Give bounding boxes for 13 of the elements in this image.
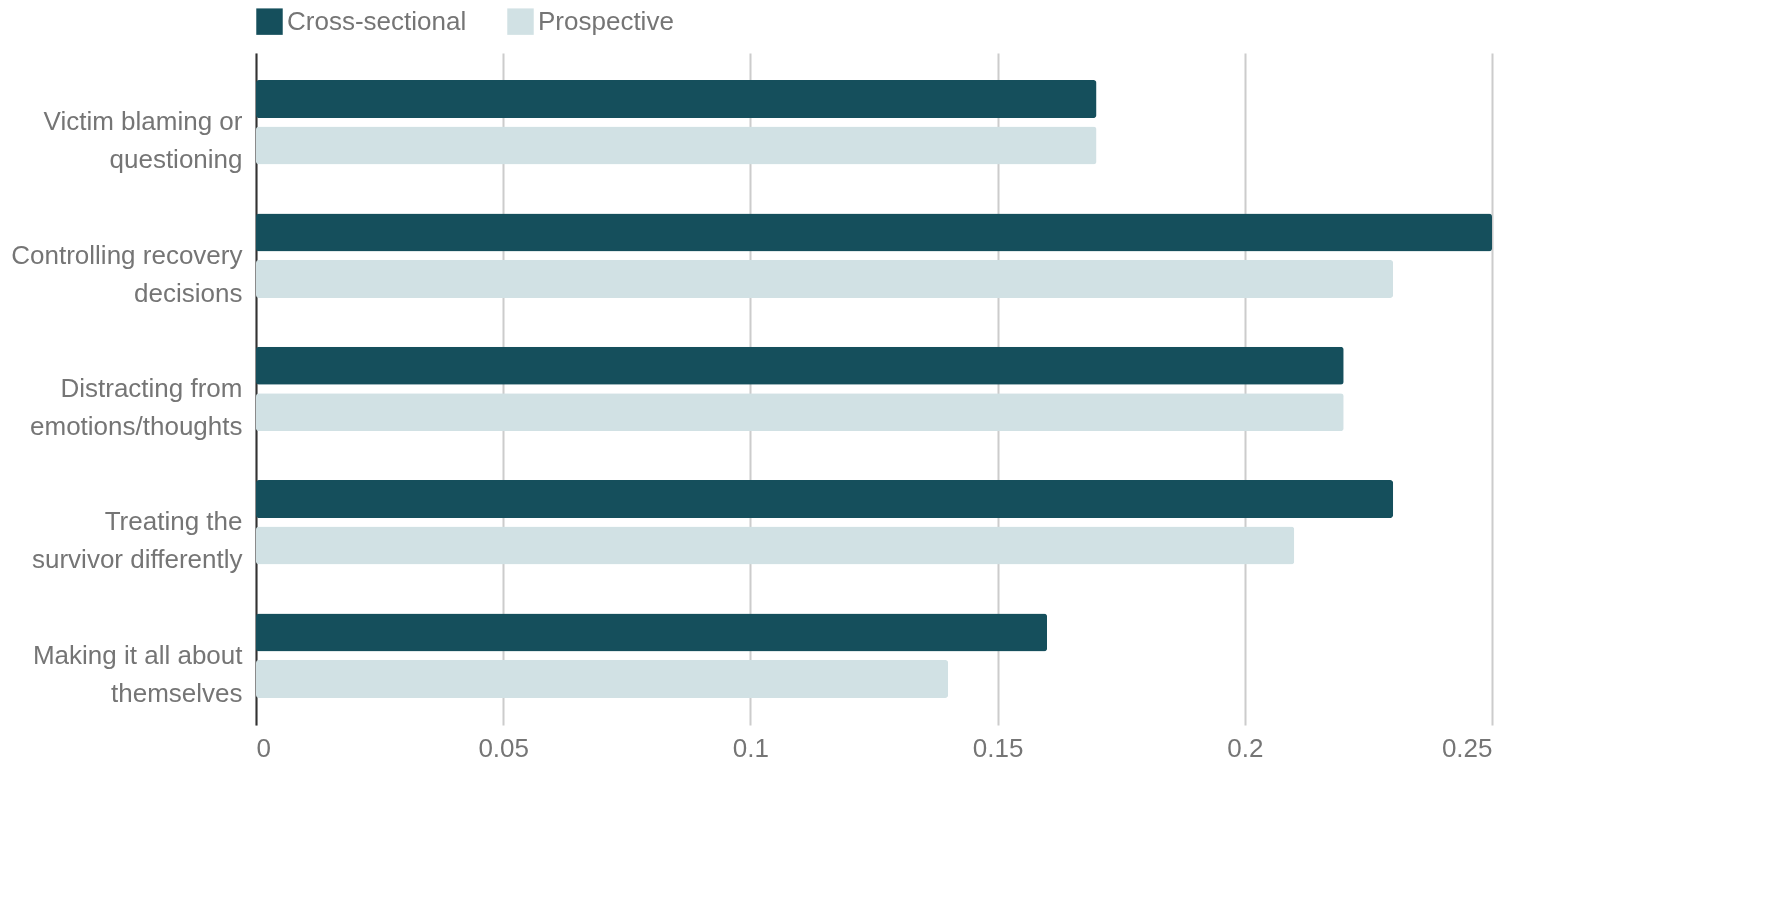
legend-label: Cross-sectional (287, 5, 467, 36)
x-tick-label: 0.2 (1227, 732, 1264, 763)
y-tick-label: Victim blaming or questioning (43, 106, 243, 175)
y-tick-label: Treating the survivor differently (32, 506, 243, 575)
x-tick-label: 0 (256, 732, 271, 763)
x-tick-label: 0.15 (972, 732, 1024, 763)
y-tick-label: Controlling recovery decisions (11, 239, 243, 308)
y-tick-label: Distracting from emotions/thoughts (30, 373, 243, 441)
x-tick-label: 0.1 (732, 732, 769, 763)
x-tick-label: 0.05 (478, 732, 529, 763)
y-tick-label: Making it all about themselves (32, 639, 244, 708)
x-tick-label: 0.25 (1441, 732, 1493, 763)
legend-label: Prospective (538, 5, 674, 36)
